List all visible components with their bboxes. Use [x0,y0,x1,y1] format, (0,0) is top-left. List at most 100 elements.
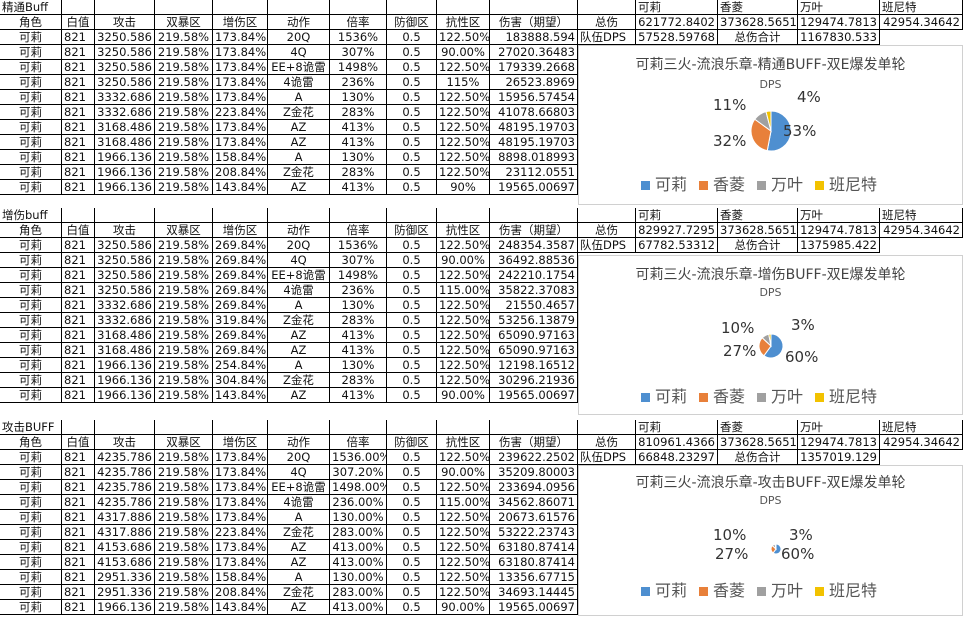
table-cell[interactable]: 413% [330,180,387,195]
total-damage[interactable]: 129474.7813 [798,15,880,30]
table-cell[interactable]: 12198.16512 [490,358,578,373]
table-cell[interactable]: 821 [62,165,95,180]
table-cell[interactable]: 115% [437,75,490,90]
table-cell[interactable]: AZ [268,388,330,403]
table-cell[interactable]: 122.50% [437,90,490,105]
summary-corner[interactable] [578,208,636,223]
table-cell[interactable]: Z金花 [268,165,330,180]
table-cell[interactable]: AZ [268,120,330,135]
table-cell[interactable]: 269.84% [213,343,268,358]
table-cell[interactable]: 122.50% [437,268,490,283]
table-cell[interactable]: 可莉 [0,45,62,60]
sum-value[interactable]: 1375985.422 [798,238,880,253]
table-cell[interactable]: 219.58% [155,510,213,525]
table-cell[interactable]: 65090.97163 [490,343,578,358]
table-cell[interactable]: 821 [62,525,95,540]
table-cell[interactable]: AZ [268,600,330,615]
total-damage[interactable]: 810961.4366 [636,435,718,450]
table-cell[interactable]: 283.00% [330,525,387,540]
team-dps-label[interactable]: 队伍DPS [578,450,636,465]
total-damage[interactable]: 373628.5651 [718,435,798,450]
table-cell[interactable]: 821 [62,540,95,555]
empty-cell[interactable] [62,208,95,223]
table-cell[interactable]: 821 [62,180,95,195]
table-cell[interactable]: 3250.586 [95,283,155,298]
table-cell[interactable]: 0.5 [387,283,437,298]
table-cell[interactable]: 236.00% [330,495,387,510]
table-cell[interactable]: 242210.1754 [490,268,578,283]
table-cell[interactable]: 821 [62,105,95,120]
table-cell[interactable]: 可莉 [0,480,62,495]
table-cell[interactable]: AZ [268,555,330,570]
table-cell[interactable]: 可莉 [0,135,62,150]
empty-cell[interactable] [62,0,95,15]
table-cell[interactable]: 可莉 [0,105,62,120]
table-cell[interactable]: 0.5 [387,253,437,268]
empty-cell[interactable] [268,0,330,15]
table-cell[interactable]: AZ [268,540,330,555]
table-cell[interactable]: 130% [330,150,387,165]
table-cell[interactable]: 219.58% [155,150,213,165]
table-cell[interactable]: 115.00% [437,283,490,298]
table-cell[interactable]: 4Q [268,465,330,480]
table-cell[interactable]: 173.84% [213,135,268,150]
table-cell[interactable]: 173.84% [213,540,268,555]
column-header[interactable]: 双暴区 [155,223,213,238]
table-cell[interactable]: 0.5 [387,450,437,465]
table-cell[interactable]: 3332.686 [95,90,155,105]
table-cell[interactable]: 219.58% [155,555,213,570]
table-cell[interactable]: 122.50% [437,238,490,253]
table-cell[interactable]: 821 [62,60,95,75]
table-cell[interactable]: 1966.136 [95,373,155,388]
table-cell[interactable]: 1536% [330,30,387,45]
column-header[interactable]: 角色 [0,223,62,238]
table-cell[interactable]: 0.5 [387,525,437,540]
table-cell[interactable]: 122.50% [437,150,490,165]
table-cell[interactable]: 821 [62,283,95,298]
team-dps-value[interactable]: 66848.23297 [636,450,718,465]
table-cell[interactable]: 173.84% [213,480,268,495]
empty-cell[interactable] [330,0,387,15]
table-cell[interactable]: 821 [62,313,95,328]
table-cell[interactable]: 63180.87414 [490,540,578,555]
table-cell[interactable]: 3332.686 [95,313,155,328]
table-cell[interactable]: 821 [62,388,95,403]
table-cell[interactable]: 可莉 [0,510,62,525]
table-cell[interactable]: 可莉 [0,75,62,90]
column-header[interactable]: 伤害（期望） [490,435,578,450]
table-cell[interactable]: 0.5 [387,150,437,165]
empty-cell[interactable] [490,208,578,223]
table-cell[interactable]: 269.84% [213,238,268,253]
table-cell[interactable]: 1498% [330,60,387,75]
table-cell[interactable]: 0.5 [387,600,437,615]
table-cell[interactable]: 122.50% [437,135,490,150]
table-cell[interactable]: 821 [62,465,95,480]
empty-cell[interactable] [437,0,490,15]
empty-cell[interactable] [387,0,437,15]
table-cell[interactable]: 223.84% [213,105,268,120]
table-cell[interactable]: 4153.686 [95,540,155,555]
column-header[interactable]: 白值 [62,435,95,450]
table-cell[interactable]: 1966.136 [95,150,155,165]
table-cell[interactable]: 413.00% [330,555,387,570]
table-cell[interactable]: 143.84% [213,600,268,615]
table-cell[interactable]: 34562.86071 [490,495,578,510]
table-cell[interactable]: 219.58% [155,525,213,540]
table-cell[interactable]: 122.50% [437,373,490,388]
total-damage[interactable]: 373628.5651 [718,15,798,30]
table-cell[interactable]: 269.84% [213,283,268,298]
table-cell[interactable]: 0.5 [387,480,437,495]
table-cell[interactable]: 219.58% [155,495,213,510]
summary-corner[interactable] [578,420,636,435]
table-cell[interactable]: 0.5 [387,45,437,60]
table-cell[interactable]: 可莉 [0,495,62,510]
table-cell[interactable]: 269.84% [213,268,268,283]
table-cell[interactable]: 可莉 [0,373,62,388]
character-name[interactable]: 班尼特 [880,208,963,223]
column-header[interactable]: 倍率 [330,435,387,450]
table-cell[interactable]: 208.84% [213,165,268,180]
column-header[interactable]: 双暴区 [155,435,213,450]
table-cell[interactable]: 53256.13879 [490,313,578,328]
table-cell[interactable]: 19565.00697 [490,600,578,615]
total-damage[interactable]: 129474.7813 [798,223,880,238]
